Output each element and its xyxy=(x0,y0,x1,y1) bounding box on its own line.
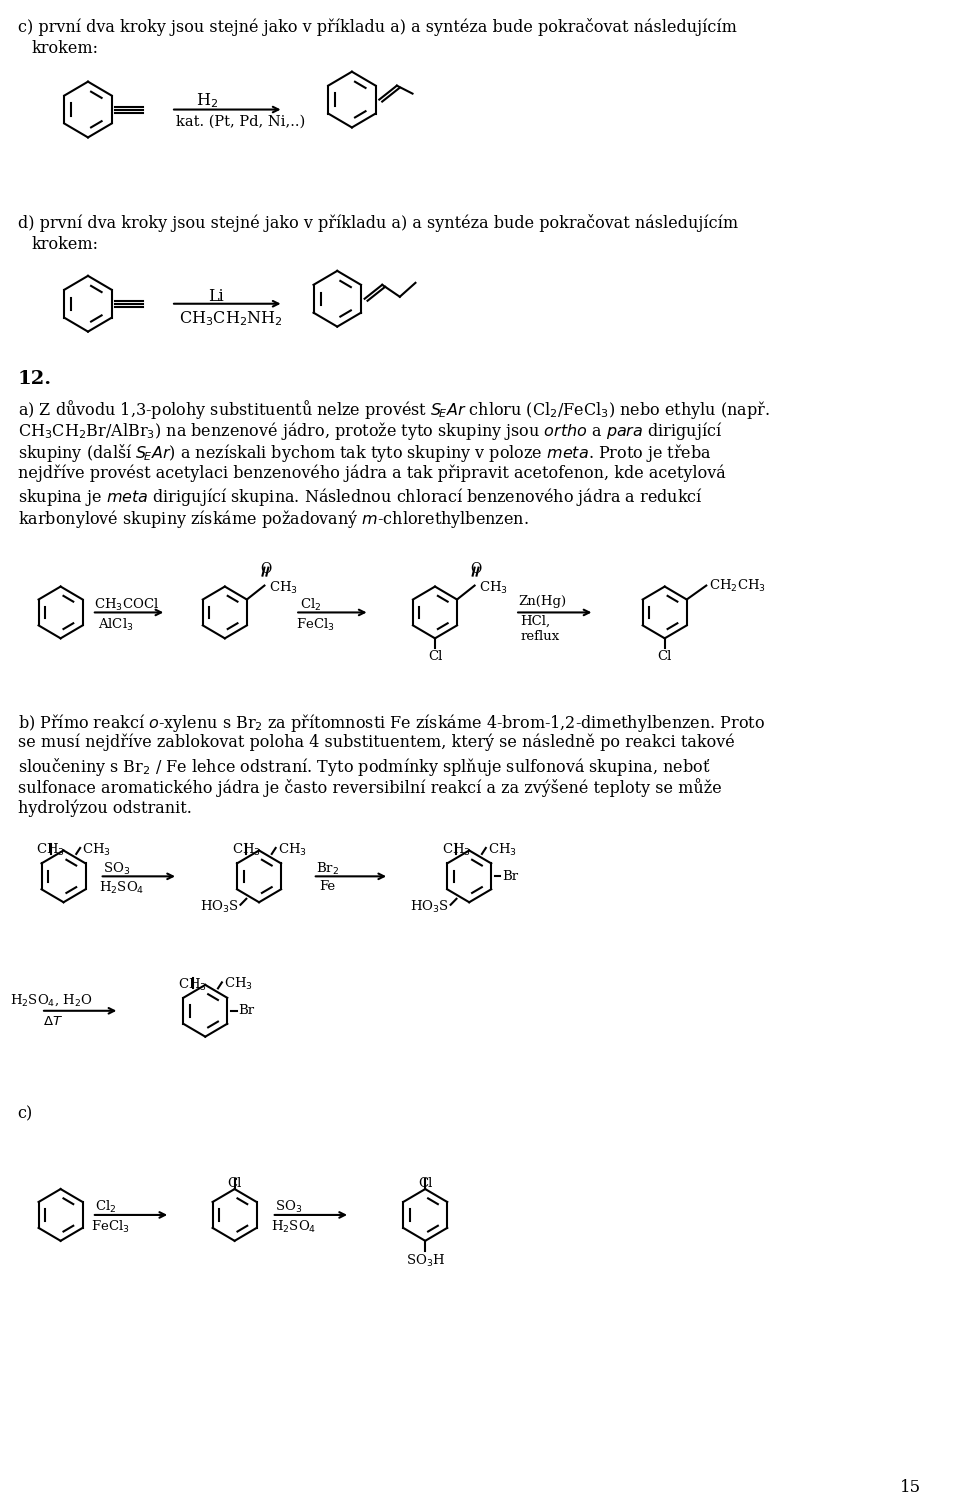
Text: CH$_3$: CH$_3$ xyxy=(270,580,299,595)
Text: H$_2$SO$_4$, H$_2$O: H$_2$SO$_4$, H$_2$O xyxy=(10,992,92,1009)
Text: hydrolýzou odstranit.: hydrolýzou odstranit. xyxy=(17,799,191,817)
Text: HO$_3$S: HO$_3$S xyxy=(200,899,238,914)
Text: karbonylové skupiny získáme požadovaný $\it{m}$-chlorethylbenzen.: karbonylové skupiny získáme požadovaný $… xyxy=(17,508,528,529)
Text: kat. (Pt, Pd, Ni,..): kat. (Pt, Pd, Ni,..) xyxy=(176,114,305,129)
Text: H$_2$SO$_4$: H$_2$SO$_4$ xyxy=(271,1219,316,1235)
Text: CH$_3$: CH$_3$ xyxy=(36,842,65,857)
Text: CH$_3$: CH$_3$ xyxy=(442,842,471,857)
Text: SO$_3$: SO$_3$ xyxy=(103,860,130,877)
Text: SO$_3$: SO$_3$ xyxy=(275,1199,301,1216)
Text: SO$_3$H: SO$_3$H xyxy=(406,1253,444,1268)
Text: Cl: Cl xyxy=(228,1177,242,1190)
Text: nejdříve provést acetylaci benzenového jádra a tak připravit acetofenon, kde ace: nejdříve provést acetylaci benzenového j… xyxy=(17,465,726,481)
Text: CH$_3$: CH$_3$ xyxy=(224,976,252,992)
Text: CH$_3$: CH$_3$ xyxy=(179,976,207,992)
Text: CH$_3$: CH$_3$ xyxy=(277,842,306,857)
Text: sulfonace aromatického jádra je často reversibilní reakcí a za zvýšené teploty s: sulfonace aromatického jádra je často re… xyxy=(17,778,721,796)
Text: CH$_3$: CH$_3$ xyxy=(488,842,516,857)
Text: skupina je $\it{meta}$ dirigující skupina. Následnou chlorací benzenového jádra : skupina je $\it{meta}$ dirigující skupin… xyxy=(17,486,703,508)
Text: d) první dva kroky jsou stejné jako v příkladu a) a syntéza bude pokračovat násl: d) první dva kroky jsou stejné jako v př… xyxy=(17,214,737,232)
Text: c): c) xyxy=(17,1105,33,1123)
Text: sloučeniny s Br$_2$ / Fe lehce odstraní. Tyto podmínky splňuje sulfonová skupina: sloučeniny s Br$_2$ / Fe lehce odstraní.… xyxy=(17,755,710,778)
Text: Fe: Fe xyxy=(320,880,336,893)
Text: FeCl$_3$: FeCl$_3$ xyxy=(91,1219,130,1235)
Text: Cl: Cl xyxy=(428,651,443,663)
Text: a) Z důvodu 1,3-polohy substituentů nelze provést $S_{\!E}Ar$ chloru (Cl$_2$/FeC: a) Z důvodu 1,3-polohy substituentů nelz… xyxy=(17,399,769,421)
Text: AlCl$_3$: AlCl$_3$ xyxy=(98,616,133,633)
Text: skupiny (další $S_{\!E}Ar$) a nezískali bychom tak tyto skupiny v poloze $\it{me: skupiny (další $S_{\!E}Ar$) a nezískali … xyxy=(17,442,711,465)
Text: FeCl$_3$: FeCl$_3$ xyxy=(297,616,335,633)
Text: HCl,: HCl, xyxy=(520,615,550,628)
Text: H$_2$: H$_2$ xyxy=(196,91,218,111)
Text: Cl: Cl xyxy=(658,651,672,663)
Text: Li: Li xyxy=(208,288,224,304)
Text: Br: Br xyxy=(238,1004,254,1018)
Text: H$_2$SO$_4$: H$_2$SO$_4$ xyxy=(99,880,144,896)
Text: CH$_3$CH$_2$Br/AlBr$_3$) na benzenové jádro, protože tyto skupiny jsou $\it{orth: CH$_3$CH$_2$Br/AlBr$_3$) na benzenové já… xyxy=(17,420,722,442)
Text: Br: Br xyxy=(502,869,518,883)
Text: Br$_2$: Br$_2$ xyxy=(316,860,339,877)
Text: krokem:: krokem: xyxy=(32,235,98,253)
Text: $\Delta T$: $\Delta T$ xyxy=(43,1015,63,1028)
Text: CH$_3$CH$_2$NH$_2$: CH$_3$CH$_2$NH$_2$ xyxy=(179,310,283,328)
Text: 12.: 12. xyxy=(17,370,52,388)
Text: reflux: reflux xyxy=(520,631,560,643)
Text: CH$_3$: CH$_3$ xyxy=(479,580,509,595)
Text: Zn(Hg): Zn(Hg) xyxy=(518,595,566,607)
Text: O: O xyxy=(260,562,271,576)
Text: c) první dva kroky jsou stejné jako v příkladu a) a syntéza bude pokračovat násl: c) první dva kroky jsou stejné jako v př… xyxy=(17,18,736,36)
Text: CH$_2$CH$_3$: CH$_2$CH$_3$ xyxy=(709,577,766,594)
Text: CH$_3$COCl: CH$_3$COCl xyxy=(94,597,159,613)
Text: HO$_3$S: HO$_3$S xyxy=(410,899,448,914)
Text: Cl: Cl xyxy=(418,1177,432,1190)
Text: Cl$_2$: Cl$_2$ xyxy=(300,597,322,613)
Text: O: O xyxy=(470,562,481,576)
Text: 15: 15 xyxy=(900,1480,921,1496)
Text: CH$_3$: CH$_3$ xyxy=(83,842,111,857)
Text: se musí nejdříve zablokovat poloha 4 substituentem, který se následně po reakci : se musí nejdříve zablokovat poloha 4 sub… xyxy=(17,735,734,751)
Text: b) Přímo reakcí $\it{o}$-xylenu s Br$_2$ za přítomnosti Fe získáme 4-brom-1,2-di: b) Přímo reakcí $\it{o}$-xylenu s Br$_2$… xyxy=(17,712,765,735)
Text: CH$_3$: CH$_3$ xyxy=(232,842,261,857)
Text: Cl$_2$: Cl$_2$ xyxy=(95,1199,116,1216)
Text: krokem:: krokem: xyxy=(32,40,98,57)
